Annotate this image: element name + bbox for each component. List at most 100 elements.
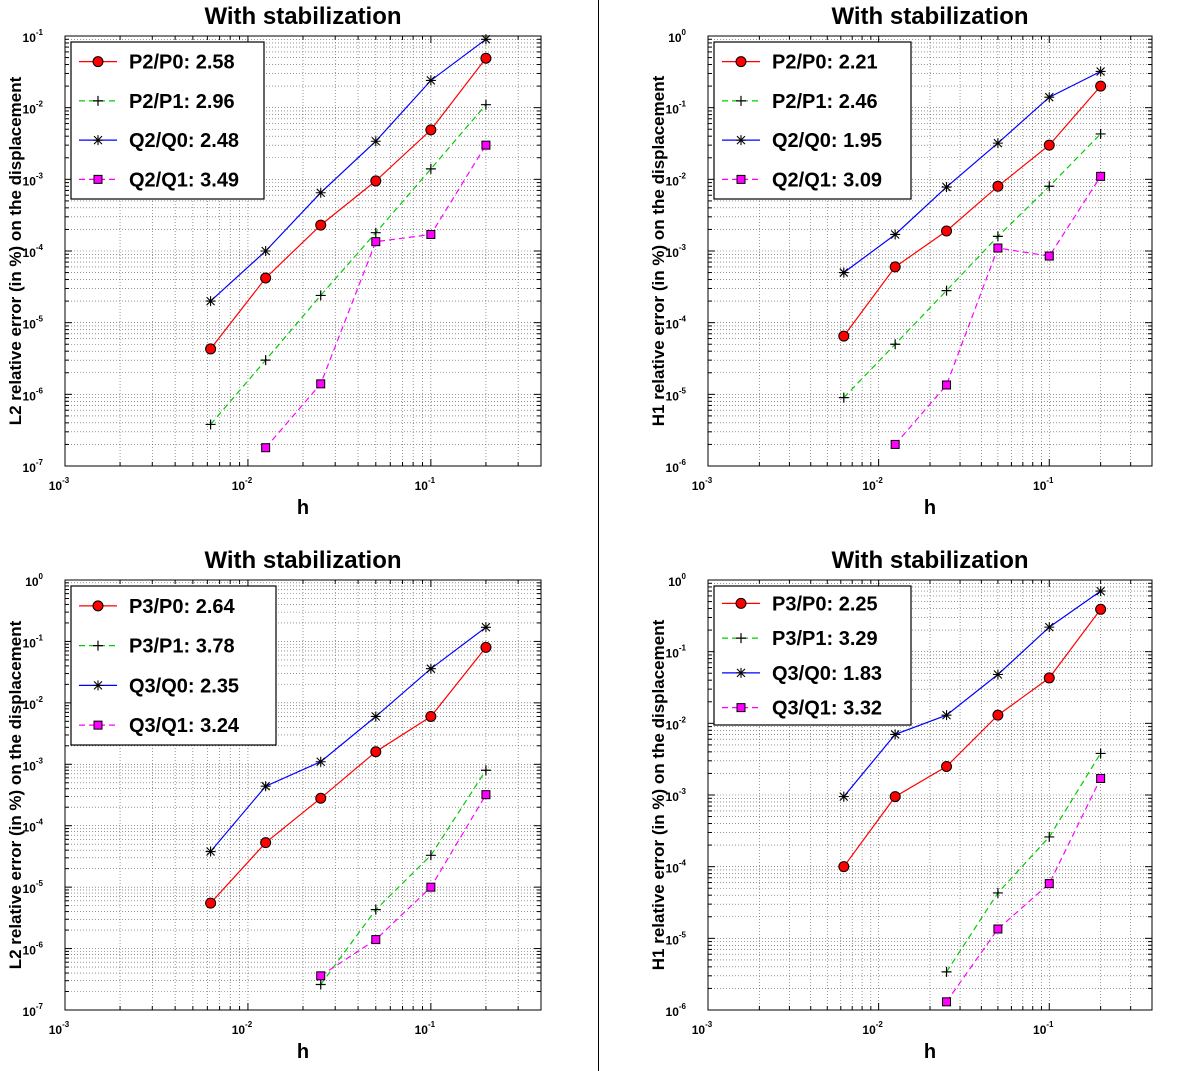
- series-4: [261, 140, 491, 453]
- data-point: [992, 231, 1003, 242]
- data-point: [1095, 80, 1107, 92]
- x-tick-label: 10-1: [1033, 1020, 1054, 1037]
- y-tick-label: 10-7: [23, 1002, 44, 1019]
- chart-title: With stabilization: [204, 547, 401, 574]
- data-point: [315, 290, 326, 301]
- data-point: [481, 790, 491, 800]
- data-point: [425, 663, 436, 674]
- data-point: [315, 219, 327, 231]
- y-tick-label: 10-4: [666, 315, 687, 332]
- chart-panel-3: 10-3 10-2 10-1 10-7 10-6 10-5 10-4 10-3 10-2 10-1…: [6, 547, 542, 1063]
- data-point: [315, 756, 326, 767]
- series-line: [946, 778, 1102, 1003]
- legend-label: Q3/Q0: 2.35: [129, 675, 239, 697]
- data-point: [316, 971, 326, 981]
- series-line: [320, 769, 487, 985]
- data-point: [261, 443, 271, 453]
- data-point: [205, 296, 216, 307]
- y-tick-label: 10-3: [23, 171, 44, 188]
- y-tick-label: 10-1: [23, 633, 44, 650]
- chart-panel-4: 10-3 10-2 10-1 10-6 10-5 10-4 10-3 10-2 10-1 100 W…: [649, 547, 1153, 1063]
- y-tick-label: 10-3: [666, 787, 687, 804]
- x-tick-label: 10-2: [862, 476, 883, 493]
- series-line: [210, 38, 487, 302]
- legend-label: Q3/Q1: 3.32: [772, 698, 882, 720]
- legend: P3/P0: 2.64 P3/P1: 3.78 Q3/Q0: 2.35 Q3/Q1: …: [70, 585, 277, 746]
- data-point: [1095, 586, 1106, 597]
- y-tick-label: 10-6: [666, 458, 687, 475]
- data-point: [205, 419, 216, 430]
- y-tick-label: 10-1: [666, 100, 687, 117]
- data-point: [425, 710, 437, 722]
- y-tick-label: 100: [668, 572, 686, 589]
- series-3: [838, 586, 1106, 802]
- legend-label: P2/P1: 2.46: [772, 91, 878, 113]
- data-point: [205, 897, 217, 909]
- y-tick-label: 10-1: [666, 644, 687, 661]
- data-point: [1095, 748, 1106, 759]
- x-axis-label: h: [924, 1041, 936, 1063]
- data-point: [838, 861, 850, 873]
- data-point: [890, 439, 900, 449]
- data-point: [371, 935, 381, 945]
- axes-box: [64, 579, 542, 1011]
- data-point: [480, 34, 491, 45]
- series-4: [890, 171, 1106, 449]
- x-tick-label: 10-1: [415, 1020, 436, 1037]
- y-tick-label: 10-6: [666, 1002, 687, 1019]
- x-tick-label: 10-3: [692, 1020, 713, 1037]
- data-point: [941, 710, 952, 721]
- data-point: [1095, 66, 1106, 77]
- series-line: [210, 104, 487, 425]
- data-point: [260, 355, 271, 366]
- legend-label: P2/P0: 2.21: [772, 52, 878, 74]
- data-point: [425, 124, 437, 136]
- data-point: [480, 765, 491, 776]
- y-tick-label: 10-6: [23, 386, 44, 403]
- series-1: [838, 603, 1107, 873]
- axes-box: [64, 35, 542, 467]
- series-line: [843, 85, 1102, 337]
- legend-marker: [736, 703, 746, 713]
- legend-label: P3/P1: 3.78: [129, 636, 235, 658]
- series-line: [210, 647, 487, 904]
- x-tick-label: 10-1: [1033, 476, 1054, 493]
- legend-marker: [93, 720, 103, 730]
- data-point: [941, 760, 953, 772]
- data-point: [1044, 92, 1055, 103]
- data-point: [941, 182, 952, 193]
- legend-label: P3/P0: 2.64: [129, 596, 236, 618]
- series-2: [205, 99, 491, 430]
- series-2: [838, 128, 1106, 403]
- data-point: [890, 229, 901, 240]
- data-point: [1043, 139, 1055, 151]
- data-point: [315, 979, 326, 990]
- y-tick-label: 10-3: [23, 756, 44, 773]
- legend-label: Q2/Q0: 2.48: [129, 130, 239, 152]
- x-tick-label: 10-2: [232, 476, 253, 493]
- legend-box: [70, 41, 265, 200]
- data-point: [993, 243, 1003, 253]
- data-point: [992, 887, 1003, 898]
- panel-divider: [598, 0, 599, 1071]
- legend-box: [713, 41, 912, 200]
- legend: P2/P0: 2.58 P2/P1: 2.96 Q2/Q0: 2.48 Q2/Q1: …: [70, 41, 265, 200]
- axes-box: [707, 579, 1153, 1011]
- y-axis-label: H1 relative error (in %) on the displace…: [649, 75, 668, 426]
- data-point: [941, 225, 953, 237]
- x-tick-label: 10-2: [862, 1020, 883, 1037]
- y-tick-label: 10-2: [23, 100, 44, 117]
- legend: P3/P0: 2.25 P3/P1: 3.29 Q3/Q0: 1.83 Q3/Q1: …: [713, 585, 912, 726]
- legend-box: [713, 585, 912, 726]
- legend-marker: [736, 174, 746, 184]
- data-point: [426, 882, 436, 892]
- data-point: [992, 138, 1003, 149]
- data-point: [993, 924, 1003, 934]
- data-point: [992, 180, 1004, 192]
- legend-label: Q2/Q1: 3.09: [772, 169, 882, 191]
- data-point: [992, 669, 1003, 680]
- y-tick-label: 10-5: [666, 386, 687, 403]
- data-point: [481, 140, 491, 150]
- series-4: [942, 773, 1106, 1007]
- data-point: [425, 75, 436, 86]
